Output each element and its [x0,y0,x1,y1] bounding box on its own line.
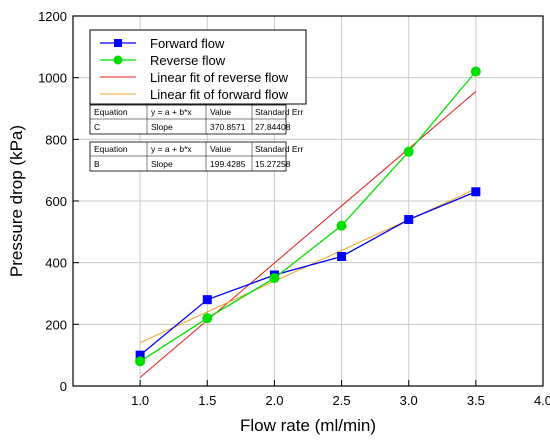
legend-forward-fit-label: Linear fit of forward flow [150,87,289,102]
forward-flow-point [471,187,481,197]
x-tick-label: 3.0 [400,393,418,408]
fit-table-forward: Equation y = a + b*x Value Standard Err … [89,141,303,172]
legend-box [89,29,307,105]
x-tick-label: 2.0 [265,393,283,408]
y-tick-label: 600 [45,194,67,209]
reverse-flow-point [336,220,347,231]
forward-flow-point [337,252,347,261]
reverse-flow-line [139,71,477,362]
reverse-flow-point [403,146,414,157]
legend-forward-marker [114,39,122,47]
fit-table-reverse-c1: Slope [151,122,173,132]
fit-table-reverse-c2: 370.8571 [210,122,246,132]
y-axis-title: Pressure drop (kPa) [7,125,26,277]
fit-table-reverse-h2: Value [210,107,231,117]
fit-table-forward-h2: Value [210,144,231,154]
y-tick-label: 200 [45,317,67,332]
fit-table-reverse-box [89,104,287,135]
fit-table-forward-h0: Equation [94,144,128,154]
legend-reverse-fit-label: Linear fit of reverse flow [150,70,289,85]
reverse-flow-point [135,356,146,367]
reverse-flow-point [202,313,213,324]
reverse-flow-point [470,66,481,77]
fit-table-reverse-c3: 27.84408 [255,122,291,132]
fit-table-forward-c3: 15.27258 [255,159,291,169]
y-tick-label: 0 [60,379,67,394]
y-tick-label: 1000 [38,71,67,86]
legend-reverse-label: Reverse flow [150,53,226,68]
fit-table-reverse-h0: Equation [94,107,128,117]
fit-table-reverse-c0: C [94,122,100,132]
legend-reverse-marker [113,55,123,65]
x-tick-label: 3.5 [467,393,485,408]
fit-table-reverse-h3: Standard Err [255,107,303,117]
axis-ticks: 1.0 1.5 2.0 2.5 3.0 3.5 4.0 0 200 400 600 800 1000 12… [38,9,550,408]
y-tick-label: 800 [45,132,67,147]
fit-table-forward-c2: 199.4285 [210,159,246,169]
x-tick-label: 2.5 [333,393,351,408]
x-tick-label: 1.5 [198,393,216,408]
forward-flow-point [135,350,145,360]
x-tick-label: 4.0 [534,393,550,408]
x-tick-label: 1.0 [131,393,149,408]
reverse-flow-point [269,273,280,284]
y-tick-label: 400 [45,256,67,271]
fit-table-forward-c0: B [94,159,100,169]
fit-table-reverse-h1: y = a + b*x [151,107,192,117]
data-series [135,66,481,367]
fit-table-reverse: Equation y = a + b*x Value Standard Err … [89,104,303,135]
forward-flow-line [139,191,477,356]
fit-table-forward-h1: y = a + b*x [151,144,192,154]
fit-table-forward-c1: Slope [151,159,173,169]
x-axis-title: Flow rate (ml/min) [240,416,376,435]
legend-forward-label: Forward flow [150,36,225,51]
forward-flow-point [404,215,414,224]
forward-flow-point [202,295,212,305]
y-tick-label: 1200 [38,9,67,24]
fit-table-forward-box [89,141,287,172]
fit-table-forward-h3: Standard Err [255,144,303,154]
legend: Forward flow Reverse flow Linear fit of … [89,29,307,105]
